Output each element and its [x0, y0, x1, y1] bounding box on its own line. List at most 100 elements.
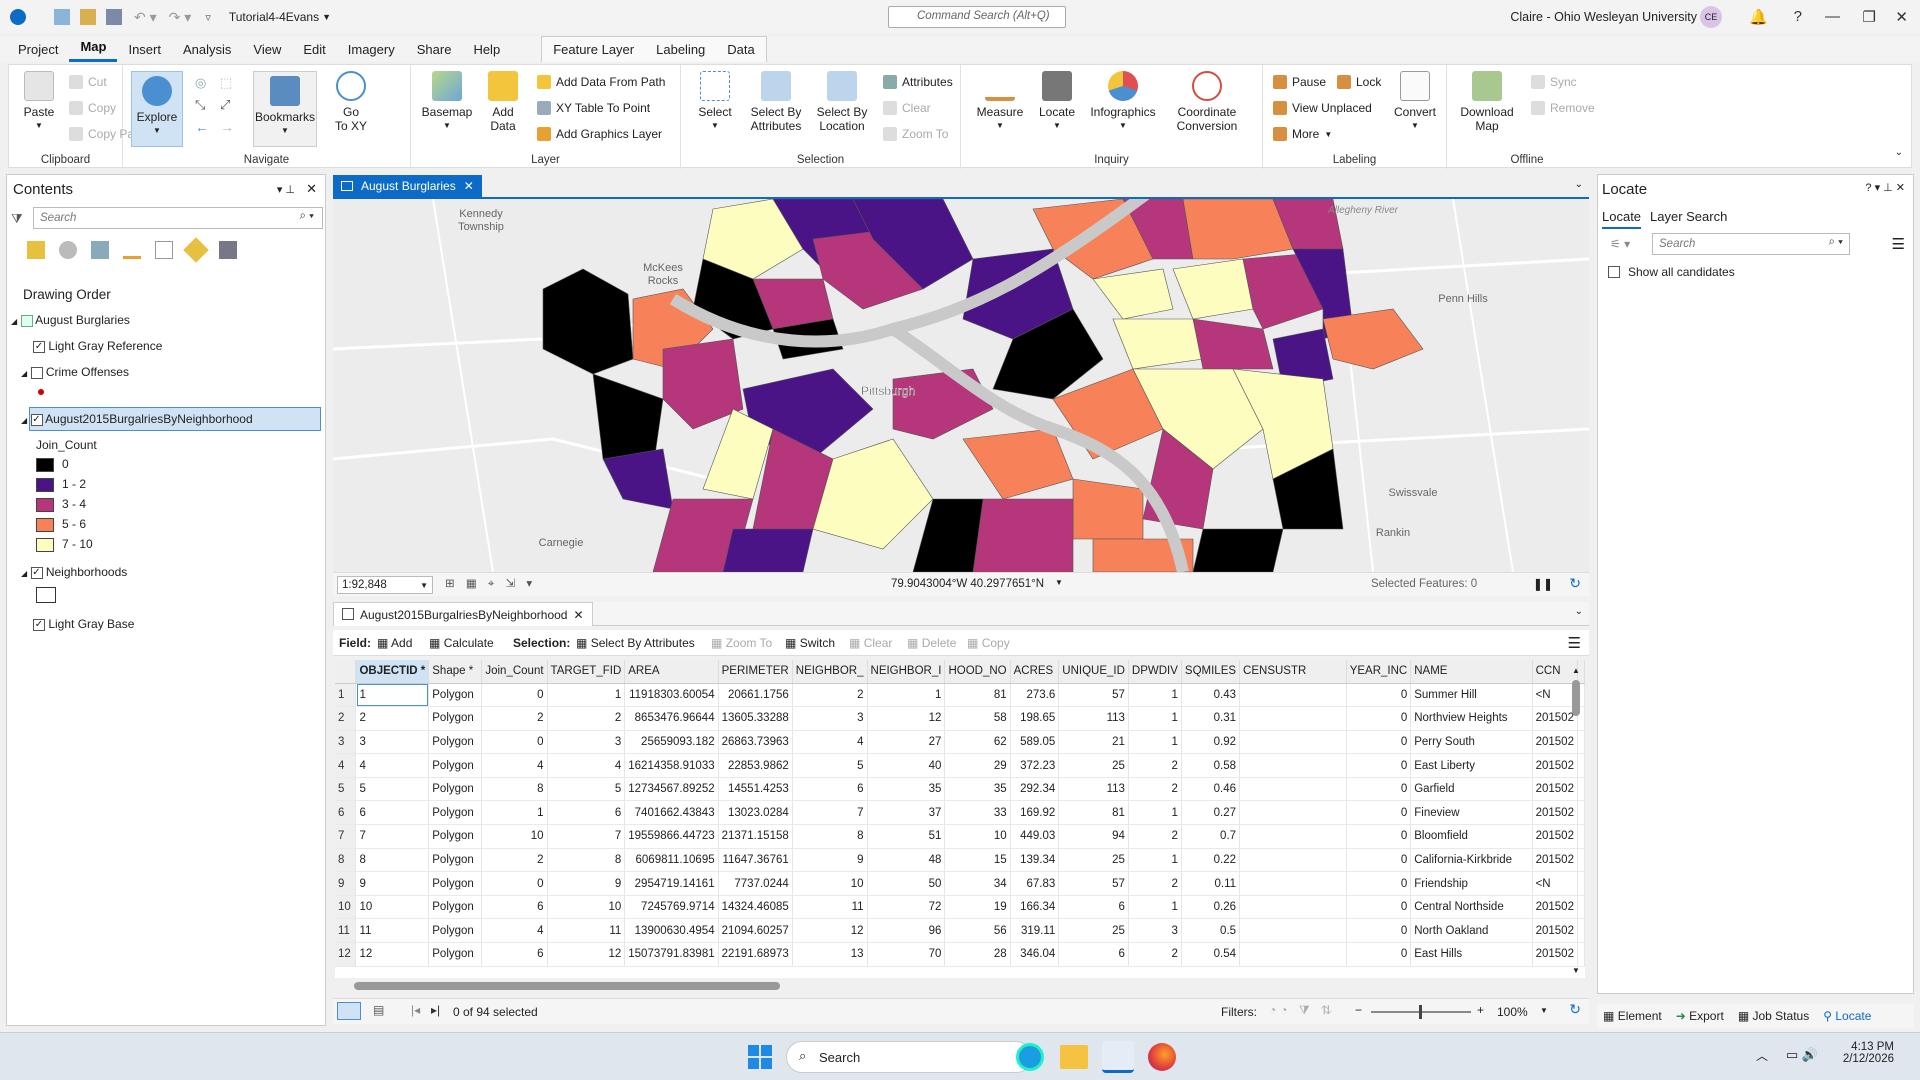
data-source-icon[interactable]	[59, 241, 77, 259]
table-cell[interactable]: 292.34	[1010, 777, 1060, 802]
table-cell[interactable]: 8	[547, 848, 626, 873]
row-header-corner[interactable]	[335, 660, 357, 684]
table-row[interactable]: 10 10 Polygon 6 10 7245769.9714 14324.46085 11 7…	[335, 895, 1585, 920]
layer-item-burglaries[interactable]: ◢ ✓ August2015BurgalriesByNeighborhood	[21, 412, 253, 426]
table-row[interactable]: 4 4 Polygon 4 4 16214358.91033 22853.9862 5 40 29…	[335, 753, 1585, 778]
table-cell[interactable]: 113	[1058, 706, 1129, 731]
column-header[interactable]: Shape *	[428, 660, 483, 684]
clear-selection-button[interactable]: Clear	[883, 101, 931, 115]
zoom-to-selection-button[interactable]: Zoom To	[883, 127, 948, 141]
customize-qat-icon[interactable]: ▿	[205, 11, 211, 24]
minimize-icon[interactable]: —	[1825, 8, 1840, 25]
table-row[interactable]: 1 1 Polygon 0 1 11918303.60054 20661.1756 2 1 81 2…	[335, 683, 1585, 708]
table-cell[interactable]	[1239, 895, 1347, 920]
layer-item-light-gray-reference[interactable]: ✓ Light Gray Reference	[33, 339, 162, 353]
table-cell[interactable]: 10	[944, 824, 1011, 849]
row-number[interactable]: 7	[335, 824, 357, 849]
table-cell[interactable]: 4	[481, 918, 548, 944]
tab-labeling[interactable]: Labeling	[656, 41, 706, 57]
refresh-icon[interactable]: ↻	[1569, 1001, 1581, 1017]
legend-swatch[interactable]	[36, 537, 54, 552]
tab-element[interactable]: ▦ Element	[1603, 1009, 1662, 1023]
tab-map[interactable]: Map	[69, 35, 118, 62]
refresh-icon[interactable]: ↻	[1569, 575, 1581, 591]
column-header[interactable]: CCN	[1532, 660, 1579, 684]
tray-chevron-icon[interactable]: ︿	[1756, 1049, 1769, 1063]
table-cell[interactable]: California-Kirkbride	[1410, 848, 1533, 873]
tab-attribute-table[interactable]: August2015BurgalriesByNeighborhood ✕	[333, 602, 593, 626]
table-cell[interactable]	[1239, 942, 1347, 967]
table-cell[interactable]: 372.23	[1010, 753, 1060, 778]
layer-item-light-gray-base[interactable]: ✓ Light Gray Base	[33, 617, 134, 631]
table-cell[interactable]: 96	[867, 918, 946, 944]
table-cell[interactable]: 2954719.14161	[624, 871, 719, 896]
table-cell[interactable]: 1	[1128, 683, 1182, 708]
checkbox-unchecked-icon[interactable]	[30, 366, 43, 379]
table-cell[interactable]: 201502	[1532, 824, 1579, 849]
column-header[interactable]: NAME	[1410, 660, 1533, 684]
table-cell[interactable]	[1239, 871, 1347, 896]
row-number[interactable]: 1	[335, 683, 357, 708]
table-cell[interactable]: 1	[867, 683, 946, 708]
table-copy-button[interactable]: ▦ Copy	[967, 636, 1010, 650]
tab-help[interactable]: Help	[473, 42, 501, 57]
convert-button[interactable]: Convert ▼	[1391, 71, 1439, 133]
table-row[interactable]: 7 7 Polygon 10 7 19559866.44723 21371.15158 8 51…	[335, 824, 1585, 849]
legend-swatch[interactable]	[36, 457, 54, 472]
table-cell[interactable]: 0.54	[1181, 942, 1241, 967]
filter-icon[interactable]: ⧩	[11, 211, 23, 226]
basemap-button[interactable]: Basemap ▼	[421, 71, 473, 133]
zoom-slider-thumb[interactable]	[1419, 1005, 1422, 1019]
table-cell[interactable]: 12734567.89252	[624, 777, 719, 802]
table-cell[interactable]: Polygon	[428, 918, 483, 944]
calculate-field-button[interactable]: ▦ Calculate	[429, 636, 494, 650]
select-by-location-button[interactable]: Select By Location	[811, 71, 873, 133]
table-cell[interactable]: 8	[355, 848, 430, 873]
taskbar-search-input[interactable]: ⌕ Search	[786, 1041, 1032, 1073]
zoom-selected-icon[interactable]: ⬚	[220, 75, 233, 90]
tab-locate-bottom[interactable]: ⚲ Locate	[1823, 1009, 1871, 1023]
xy-table-to-point-button[interactable]: XY Table To Point	[537, 101, 650, 115]
infographics-button[interactable]: Infographics ▼	[1087, 71, 1159, 133]
table-cell[interactable]: 15	[944, 848, 1011, 873]
table-cell[interactable]: Northview Heights	[1410, 706, 1533, 731]
network-volume-icon[interactable]: ▭ 🔊	[1786, 1047, 1819, 1062]
table-cell[interactable]: 2	[792, 683, 868, 708]
table-cell[interactable]: 11	[355, 918, 430, 944]
table-cell[interactable]: 13605.33288	[718, 706, 793, 731]
table-cell[interactable]: 14551.4253	[718, 777, 793, 802]
column-header[interactable]: Join_Count	[481, 660, 548, 684]
add-data-button[interactable]: Add Data	[481, 71, 525, 133]
table-cell[interactable]: 2	[355, 706, 430, 731]
table-cell[interactable]: 3	[355, 730, 430, 755]
table-cell[interactable]: 12	[792, 918, 868, 944]
tab-august-burglaries[interactable]: August Burglaries ✕	[333, 175, 482, 197]
column-header[interactable]: SQMILES	[1181, 660, 1241, 684]
table-cell[interactable]: 81	[944, 683, 1011, 708]
table-row[interactable]: 11 11 Polygon 4 11 13900630.4954 21094.60257 12…	[335, 918, 1585, 944]
table-cell[interactable]: 8	[792, 824, 868, 849]
copy-path-button[interactable]: Copy Path	[69, 127, 144, 141]
table-cell[interactable]: 1	[1128, 848, 1182, 873]
contents-search-input[interactable]: Search ⌕ ▾	[33, 207, 323, 229]
table-cell[interactable]: 201502	[1532, 706, 1579, 731]
zoom-in-icon[interactable]: +	[1477, 1003, 1485, 1017]
table-cell[interactable]: 2	[481, 848, 548, 873]
table-cell[interactable]	[1239, 848, 1347, 873]
table-cell[interactable]: East Hills	[1410, 942, 1533, 967]
table-cell[interactable]: 1	[547, 683, 626, 708]
table-cell[interactable]: 81	[1058, 800, 1129, 826]
table-cell[interactable]	[1239, 730, 1347, 755]
table-cell[interactable]: 6	[547, 800, 626, 826]
row-number[interactable]: 8	[335, 848, 357, 873]
table-cell[interactable]: 16214358.91033	[624, 753, 719, 778]
table-cell[interactable]: 7401662.43843	[624, 800, 719, 826]
checkbox-checked-icon[interactable]: ✓	[33, 340, 45, 353]
document-title[interactable]: Tutorial4-4Evans	[228, 10, 320, 24]
table-cell[interactable]: 201502	[1532, 730, 1579, 755]
table-cell[interactable]: 6	[481, 942, 548, 967]
clock[interactable]: 4:13 PM 2/12/2026	[1834, 1041, 1894, 1065]
snapping-icon[interactable]	[155, 241, 173, 259]
table-cell[interactable]: 57	[1058, 871, 1129, 896]
table-cell[interactable]: 201502	[1532, 895, 1579, 920]
